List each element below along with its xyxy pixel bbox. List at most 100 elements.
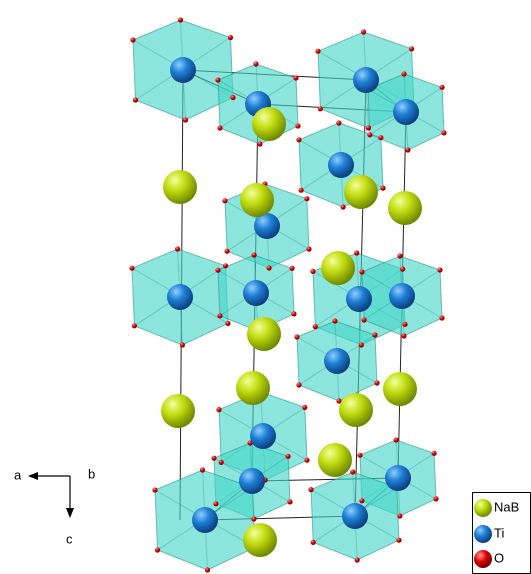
oxygen-atom <box>405 147 411 153</box>
nab-atom <box>344 175 378 209</box>
oxygen-atom <box>354 250 360 256</box>
nab-atom <box>321 251 355 285</box>
oxygen-atom <box>177 17 184 23</box>
oxygen-atom <box>437 267 443 273</box>
legend: NaB Ti O <box>472 492 531 574</box>
legend-swatch <box>474 550 492 568</box>
oxygen-atom <box>378 135 384 141</box>
oxygen-atom <box>182 117 189 123</box>
oxygen-atom <box>295 123 301 129</box>
nab-atom <box>161 394 195 428</box>
ti-atom <box>389 283 415 309</box>
oxygen-atom <box>401 71 407 77</box>
ti-atom <box>393 99 419 125</box>
oxygen-atom <box>397 513 403 519</box>
ti-atom <box>353 67 379 93</box>
oxygen-atom <box>131 323 137 329</box>
oxygen-atom <box>217 313 223 319</box>
ti-atom <box>346 286 372 312</box>
oxygen-atom <box>213 501 219 507</box>
ti-atom <box>250 423 276 449</box>
nab-atom <box>247 317 281 351</box>
nab-atom <box>383 372 417 406</box>
axis-b-label: b <box>88 466 95 481</box>
oxygen-atom <box>293 75 299 81</box>
oxygen-atom <box>225 320 231 326</box>
oxygen-atom <box>308 487 314 493</box>
ti-atom <box>239 468 265 494</box>
oxygen-atom <box>400 266 406 272</box>
nab-atom <box>318 443 352 477</box>
oxygen-atom <box>302 404 308 410</box>
oxygen-atom <box>154 547 161 553</box>
oxygen-atom <box>439 84 445 90</box>
oxygen-atom <box>315 48 321 54</box>
oxygen-atom <box>306 246 312 252</box>
oxygen-atom <box>441 130 447 136</box>
oxygen-atom <box>340 204 346 210</box>
ti-atom <box>342 503 368 529</box>
legend-label: Ti <box>494 525 504 540</box>
atoms <box>129 17 447 573</box>
oxygen-atom <box>222 198 228 204</box>
oxygen-atom <box>350 469 356 475</box>
oxygen-atom <box>431 450 437 456</box>
oxygen-atom <box>354 557 360 563</box>
oxygen-atom <box>287 499 293 505</box>
oxygen-atom <box>365 125 371 131</box>
oxygen-atom <box>289 265 295 271</box>
oxygen-atom <box>216 407 222 413</box>
nab-atom <box>252 107 286 141</box>
oxygen-atom <box>361 29 367 35</box>
axis-c-label: c <box>66 531 73 546</box>
nab-atom <box>388 191 422 225</box>
oxygen-atom <box>374 380 380 386</box>
oxygen-atom <box>336 398 342 404</box>
nab-atom <box>243 523 277 557</box>
oxygen-atom <box>230 94 236 101</box>
oxygen-atom <box>298 187 304 193</box>
oxygen-atom <box>227 34 234 41</box>
nab-atom <box>240 183 274 217</box>
oxygen-atom <box>130 37 136 43</box>
legend-swatch <box>474 499 492 517</box>
legend-label: O <box>494 550 504 565</box>
oxygen-atom <box>296 137 302 143</box>
oxygen-atom <box>217 125 223 131</box>
oxygen-atom <box>393 437 399 443</box>
oxygen-atom <box>317 106 323 112</box>
legend-swatch <box>474 525 492 543</box>
oxygen-atom <box>204 567 211 573</box>
ti-atom <box>170 57 196 83</box>
oxygen-atom <box>251 252 257 258</box>
oxygen-atom <box>152 487 158 493</box>
c-arrowhead <box>66 508 74 518</box>
oxygen-atom <box>253 61 259 67</box>
oxygen-atom <box>357 452 363 458</box>
oxygen-atom <box>294 334 300 340</box>
nab-atom <box>339 393 373 427</box>
oxygen-atom <box>372 332 378 338</box>
ti-atom <box>254 213 280 239</box>
ti-atom <box>243 280 269 306</box>
nab-atom <box>236 371 270 405</box>
oxygen-atom <box>211 455 217 461</box>
oxygen-atom <box>332 318 338 324</box>
oxygen-atom <box>129 265 135 271</box>
oxygen-atom <box>304 457 310 463</box>
oxygen-atom <box>336 120 342 126</box>
oxygen-atom <box>266 265 272 271</box>
oxygen-atom <box>312 324 318 330</box>
oxygen-atom <box>433 496 439 502</box>
oxygen-atom <box>359 498 365 504</box>
oxygen-atom <box>199 467 206 473</box>
oxygen-atom <box>218 459 224 465</box>
oxygen-atom <box>367 132 373 138</box>
oxygen-atom <box>304 196 310 202</box>
ti-atom <box>167 284 193 310</box>
axis-a-label: a <box>14 467 22 482</box>
oxygen-atom <box>380 185 386 191</box>
oxygen-atom <box>175 246 181 252</box>
